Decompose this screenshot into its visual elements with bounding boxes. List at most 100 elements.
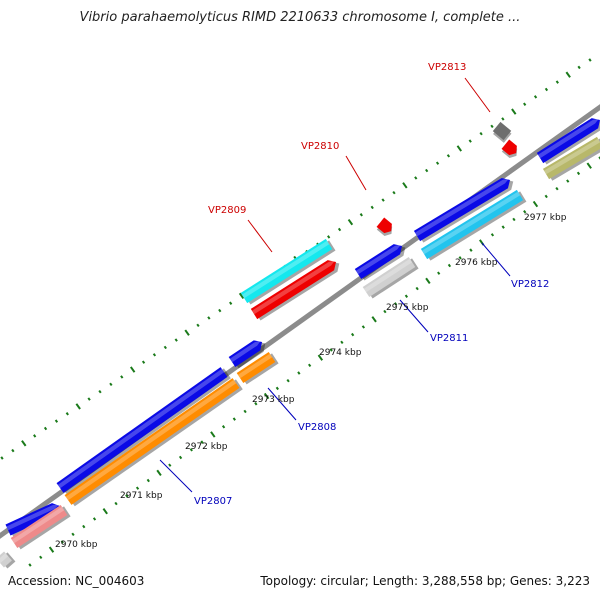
outer-tick-mark xyxy=(109,382,113,387)
gene-feature-cyan[interactable] xyxy=(240,238,336,306)
outer-tick-mark xyxy=(555,80,559,84)
inner-tick-mark xyxy=(490,233,495,237)
inner-tick-mark xyxy=(146,478,150,483)
gene-feature-dark-gray[interactable] xyxy=(492,121,513,143)
gene-feature-olive[interactable] xyxy=(542,136,600,182)
map-title: Vibrio parahaemolyticus RIMD 2210633 chr… xyxy=(79,10,521,25)
outer-tick-mark xyxy=(577,65,581,70)
inner-tick-mark xyxy=(28,563,32,567)
outer-tick-mark xyxy=(544,87,549,92)
inner-tick-mark xyxy=(48,546,55,553)
gene-feature-gray[interactable] xyxy=(362,256,419,300)
inner-tick-dots xyxy=(28,156,600,567)
outer-tick-mark xyxy=(511,108,517,115)
tick-label-6: 2976 kbp xyxy=(455,258,498,268)
gene-label-vp2807[interactable]: VP2807 xyxy=(194,496,232,507)
inner-tick-mark xyxy=(447,263,452,268)
inner-tick-mark xyxy=(254,402,258,406)
outer-tick-mark xyxy=(174,338,178,342)
gene-label-vp2810[interactable]: VP2810 xyxy=(301,141,339,152)
outer-tick-mark xyxy=(141,360,146,364)
gene-feature-pink[interactable] xyxy=(10,504,71,551)
gene-label-vp2812[interactable]: VP2812 xyxy=(511,279,549,290)
outer-tick-mark xyxy=(490,124,494,129)
gene-feature-red-small[interactable] xyxy=(500,139,521,161)
outer-tick-mark xyxy=(479,131,483,136)
outer-tick-mark xyxy=(588,58,592,62)
outer-tick-mark xyxy=(120,375,124,379)
gene-feature-red[interactable] xyxy=(250,256,343,322)
label-leader-lines xyxy=(159,77,511,493)
inner-tick-mark xyxy=(125,494,129,498)
inner-tick-mark xyxy=(210,431,216,438)
outer-tick-mark xyxy=(425,168,429,173)
inner-tick-mark xyxy=(243,409,247,414)
outer-tick-mark xyxy=(238,292,245,300)
tick-label-1: 2971 kbp xyxy=(120,491,163,501)
inner-tick-mark xyxy=(317,354,324,361)
outer-tick-mark xyxy=(11,448,15,453)
accession-text: Accession: NC_004603 xyxy=(8,574,145,588)
inner-tick-mark xyxy=(532,200,539,208)
outer-tick-mark xyxy=(381,198,385,202)
gene-feature-orange[interactable] xyxy=(64,377,243,507)
inner-tick-mark xyxy=(566,179,570,183)
genome-map: 2970 kbp 2971 kbp 2972 kbp 2973 kbp 2974 kbp… xyxy=(0,58,600,570)
gene-feature-red-small[interactable] xyxy=(375,217,396,239)
tick-label-0: 2970 kbp xyxy=(55,540,98,550)
gene-feature-blue[interactable] xyxy=(354,240,409,282)
gene-label-vp2811[interactable]: VP2811 xyxy=(430,333,468,344)
leader-line-vp2807 xyxy=(159,459,193,493)
gene-label-vp2809[interactable]: VP2809 xyxy=(208,205,246,216)
inner-tick-mark xyxy=(425,277,431,285)
inner-tick-mark xyxy=(404,294,409,298)
inner-tick-mark xyxy=(523,210,527,214)
outer-tick-mark xyxy=(98,389,102,394)
inner-tick-mark xyxy=(189,448,193,452)
gene-feature-blue[interactable] xyxy=(228,336,269,370)
leader-line-vp2812 xyxy=(481,242,511,277)
inner-tick-mark xyxy=(82,524,86,529)
tick-label-4: 2974 kbp xyxy=(319,348,362,358)
inner-tick-mark xyxy=(178,455,183,460)
inner-tick-mark xyxy=(102,508,108,515)
gene-label-vp2808[interactable]: VP2808 xyxy=(298,422,336,433)
inner-tick-mark xyxy=(576,171,581,176)
inner-tick-mark xyxy=(598,156,600,160)
tick-label-2: 2972 kbp xyxy=(185,442,228,452)
gene-feature-gray[interactable] xyxy=(0,550,16,570)
outer-tick-mark xyxy=(43,426,48,431)
outer-tick-mark xyxy=(129,366,136,373)
inner-tick-mark xyxy=(340,340,344,345)
outer-tick-mark xyxy=(87,397,91,401)
inner-tick-mark xyxy=(39,555,43,560)
outer-tick-mark xyxy=(218,308,222,313)
inner-tick-mark xyxy=(501,225,505,229)
gene-labels[interactable]: VP2807 VP2808 VP2809 VP2810 VP2811 VP2812 VP28… xyxy=(194,62,549,507)
outer-tick-mark xyxy=(435,161,440,165)
outer-tick-mark xyxy=(184,329,190,336)
inner-tick-mark xyxy=(469,248,473,252)
leader-line-vp2810 xyxy=(345,155,367,191)
gene-feature-blue[interactable] xyxy=(413,174,516,244)
leader-line-vp2813 xyxy=(464,77,491,113)
inner-tick-mark xyxy=(437,271,441,275)
outer-tick-mark xyxy=(402,182,408,189)
inner-tick-mark xyxy=(307,363,312,368)
inner-tick-mark xyxy=(60,540,64,544)
outer-tick-mark xyxy=(501,117,505,121)
gene-feature-orange[interactable] xyxy=(236,351,279,386)
inner-tick-mark xyxy=(168,463,172,467)
inner-tick-mark xyxy=(415,286,419,291)
gene-label-vp2813[interactable]: VP2813 xyxy=(428,62,466,73)
gene-feature-blue[interactable] xyxy=(536,114,600,166)
leader-line-vp2809 xyxy=(247,219,273,253)
gene-feature-light-blue[interactable] xyxy=(420,189,527,262)
gene-feature-blue[interactable] xyxy=(56,366,231,495)
inner-tick-mark xyxy=(586,162,592,169)
gene-features[interactable] xyxy=(0,114,600,570)
outer-tick-mark xyxy=(370,205,374,210)
leader-line-vp2811 xyxy=(399,299,429,333)
inner-tick-mark xyxy=(275,386,279,391)
inner-tick-mark xyxy=(394,302,398,306)
